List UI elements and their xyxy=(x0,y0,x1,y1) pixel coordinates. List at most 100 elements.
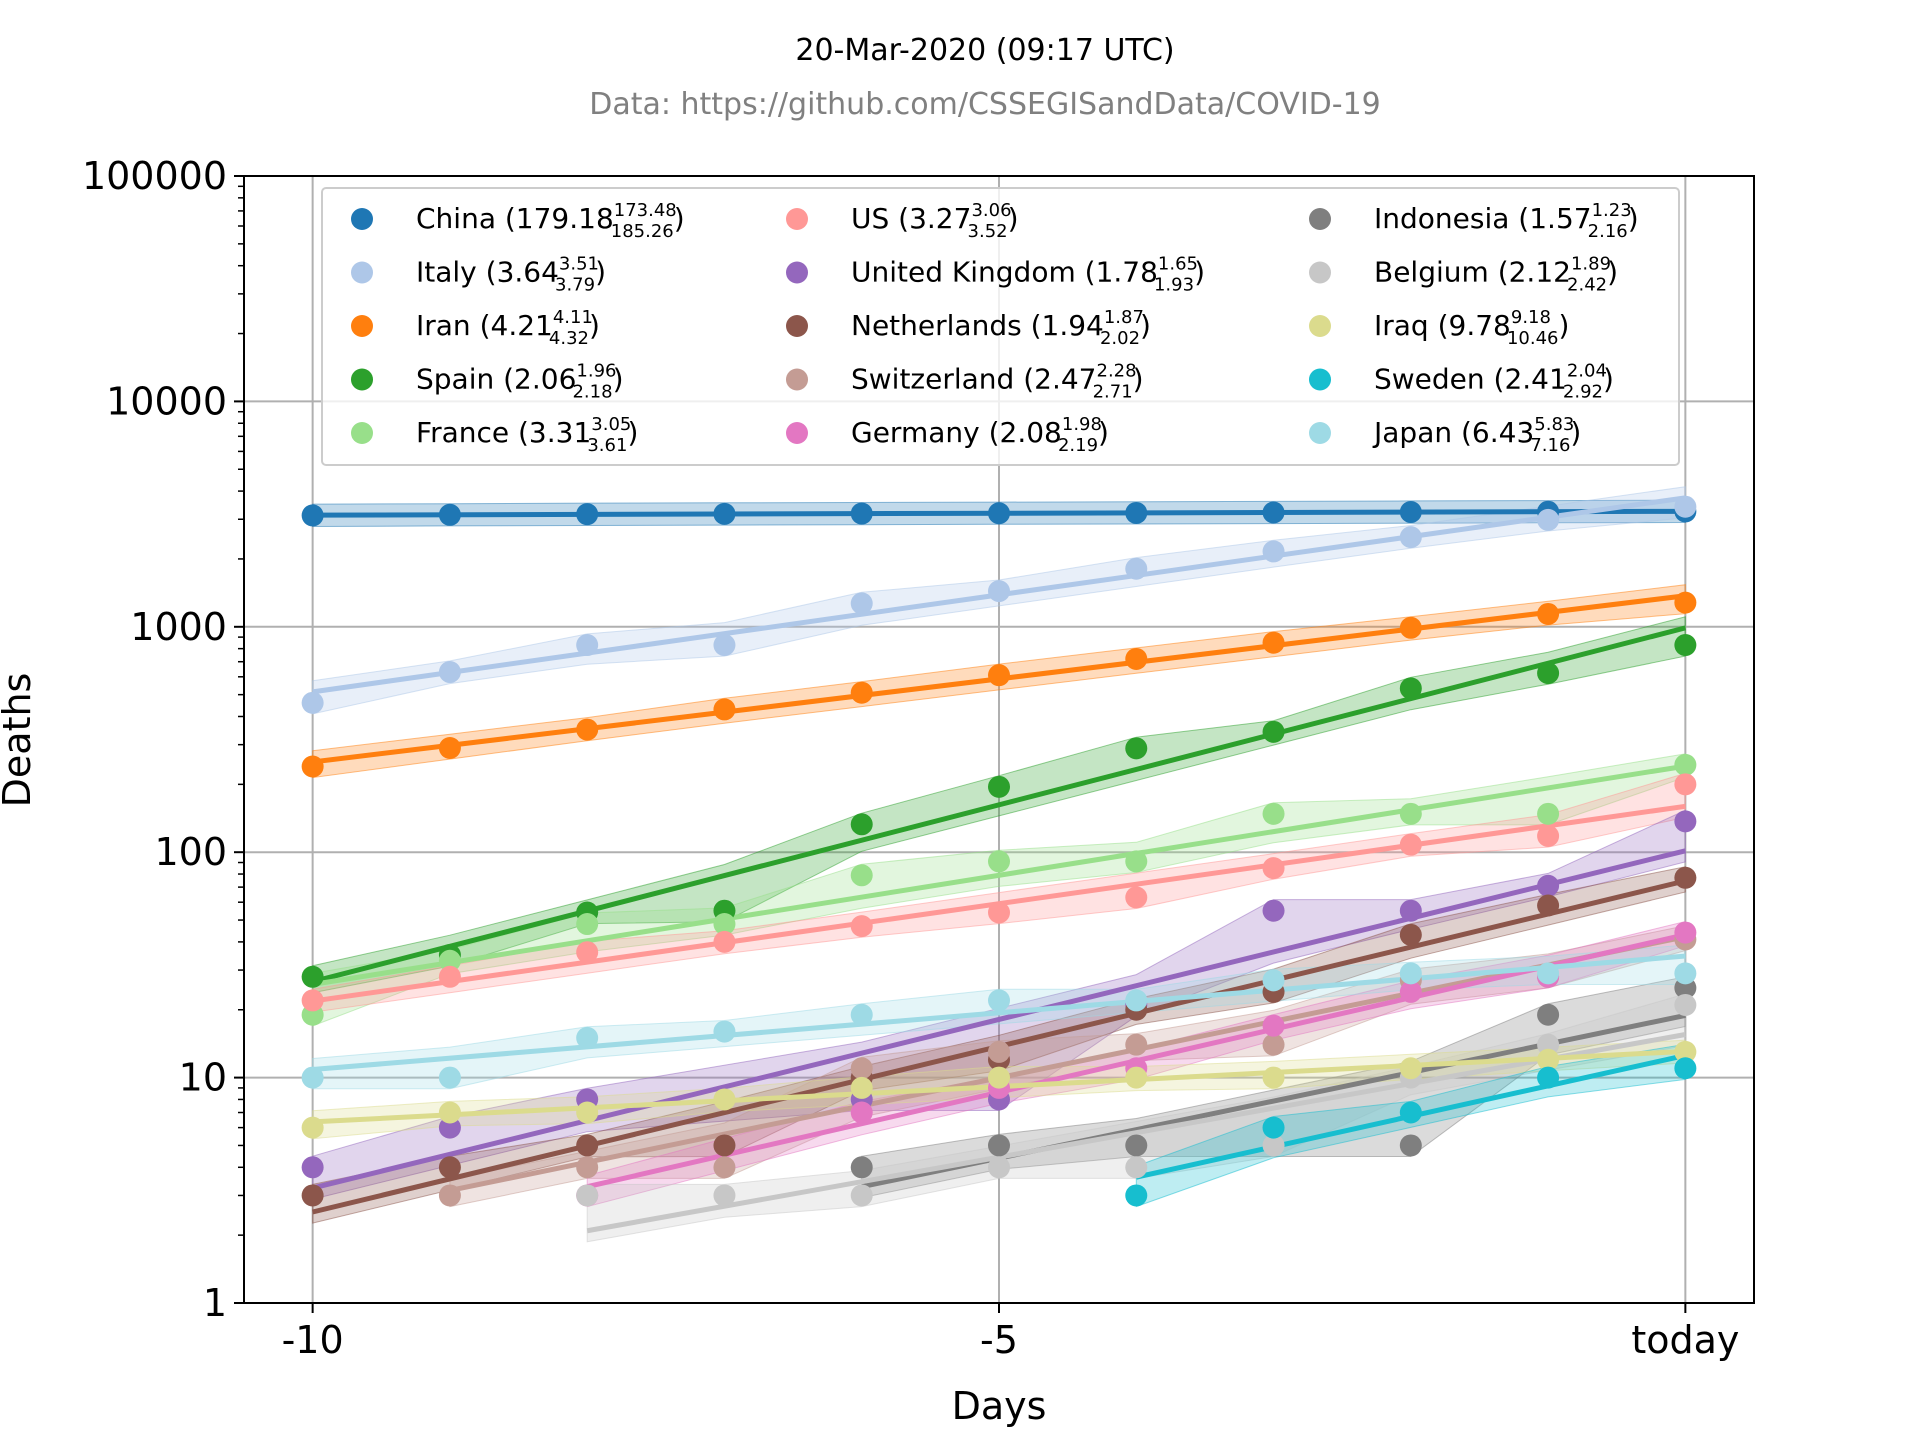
data-point xyxy=(1262,540,1285,563)
legend-label: Indonesia (1.571.23 2.16) xyxy=(1374,200,1639,242)
data-point xyxy=(850,1156,873,1179)
data-point xyxy=(1125,647,1148,670)
legend-marker xyxy=(1309,208,1331,230)
data-point xyxy=(1537,1003,1560,1026)
data-point xyxy=(301,965,324,988)
x-axis-label: Days xyxy=(952,1384,1047,1428)
data-point xyxy=(1537,508,1560,531)
legend-marker xyxy=(1309,261,1331,284)
data-point xyxy=(301,504,324,527)
data-point xyxy=(1262,1033,1285,1056)
fit-line xyxy=(312,625,1686,985)
data-point xyxy=(1125,1184,1148,1207)
data-point xyxy=(1125,501,1148,524)
data-point xyxy=(850,864,873,887)
data-point xyxy=(576,1026,599,1049)
data-point xyxy=(1262,899,1285,922)
data-point xyxy=(1399,1101,1422,1124)
data-point xyxy=(1674,1040,1697,1063)
legend-label: Germany (2.081.98 2.19) xyxy=(851,414,1109,456)
data-point xyxy=(713,913,736,936)
data-point xyxy=(988,989,1010,1012)
data-point xyxy=(988,1040,1010,1063)
data-point xyxy=(1674,810,1697,833)
data-point xyxy=(1399,526,1422,549)
data-point xyxy=(301,1184,324,1207)
legend-marker xyxy=(786,261,808,284)
data-point xyxy=(1674,993,1697,1016)
data-point xyxy=(1674,753,1697,776)
x-tick-label: -10 xyxy=(282,1318,344,1362)
data-point xyxy=(1399,677,1422,700)
data-point xyxy=(850,1101,873,1124)
data-point xyxy=(576,913,599,936)
chart-title: 20-Mar-2020 (09:17 UTC) xyxy=(795,33,1174,68)
y-axis-label: Deaths xyxy=(0,673,39,808)
data-point xyxy=(988,901,1010,924)
legend-label: Switzerland (2.472.28 2.71) xyxy=(851,361,1144,403)
legend-label: United Kingdom (1.781.65 1.93) xyxy=(851,254,1205,296)
chart-subtitle: Data: https://github.com/CSSEGISandData/… xyxy=(589,87,1381,122)
y-tick-label: 10000 xyxy=(106,379,227,423)
data-point xyxy=(576,1156,599,1179)
data-point xyxy=(1399,802,1422,825)
data-point xyxy=(1125,1066,1148,1089)
data-point xyxy=(713,930,736,953)
data-point xyxy=(1125,1134,1148,1157)
data-point xyxy=(850,1076,873,1099)
data-point xyxy=(1125,850,1148,873)
legend-marker xyxy=(351,315,373,337)
legend-label: Belgium (2.121.89 2.42) xyxy=(1374,254,1618,296)
data-point xyxy=(713,1134,736,1157)
data-point xyxy=(576,718,599,741)
x-tick-label: today xyxy=(1631,1318,1739,1362)
legend-marker xyxy=(1309,368,1331,391)
data-point xyxy=(576,941,599,964)
legend-marker xyxy=(351,422,373,444)
data-point xyxy=(1537,962,1560,985)
data-point xyxy=(1262,720,1285,743)
legend-marker xyxy=(786,422,808,444)
data-point xyxy=(576,1101,599,1124)
fit-line xyxy=(312,763,1686,987)
legend-label: China (179.18173.48 185.26) xyxy=(416,200,685,242)
data-point xyxy=(301,1066,324,1089)
data-point xyxy=(1125,1033,1148,1056)
data-point xyxy=(301,755,324,778)
data-point xyxy=(301,989,324,1012)
legend-label: Japan (6.435.83 7.16) xyxy=(1372,414,1581,456)
data-point xyxy=(301,1156,324,1179)
data-point xyxy=(1262,1134,1285,1157)
data-point xyxy=(576,503,599,526)
data-point xyxy=(1399,923,1422,946)
legend-marker xyxy=(786,368,808,391)
data-point xyxy=(1537,1066,1560,1089)
y-tick-label: 100 xyxy=(154,830,227,874)
data-point xyxy=(988,775,1010,798)
data-point xyxy=(1674,591,1697,614)
legend-marker xyxy=(1309,315,1331,337)
data-point xyxy=(1537,1048,1560,1071)
data-point xyxy=(988,1066,1010,1089)
x-tick-label: -5 xyxy=(980,1318,1018,1362)
data-point xyxy=(301,691,324,714)
legend-label: Iran (4.214.11 4.32) xyxy=(416,307,600,349)
axes: -10 -5 today 1 10 100 1000 10000 100000 xyxy=(82,154,1739,1362)
data-point xyxy=(1399,962,1422,985)
legend: China (179.18173.48 185.26) Italy (3.643.5… xyxy=(321,187,1680,466)
data-point xyxy=(438,1116,461,1139)
data-point xyxy=(1399,1057,1422,1080)
legend-marker xyxy=(351,261,373,284)
data-point xyxy=(438,949,461,972)
legend-marker xyxy=(1309,422,1331,444)
data-point xyxy=(438,1101,461,1124)
data-point xyxy=(438,1184,461,1207)
data-point xyxy=(1674,634,1697,657)
data-point xyxy=(850,1003,873,1026)
legend-label: Netherlands (1.941.87 2.02) xyxy=(851,307,1151,349)
data-point xyxy=(301,1116,324,1139)
y-tick-label: 100000 xyxy=(82,154,227,198)
data-point xyxy=(1674,773,1697,796)
data-point xyxy=(1262,631,1285,654)
